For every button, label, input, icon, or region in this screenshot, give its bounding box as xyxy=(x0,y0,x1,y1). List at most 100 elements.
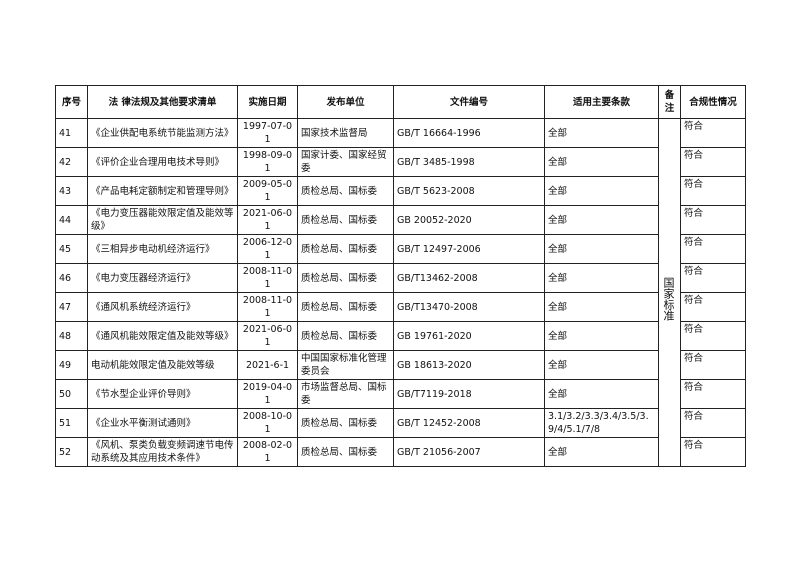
date-cell: 2021-6-1 xyxy=(237,350,298,380)
clause-cell: 全部 xyxy=(544,379,659,409)
header-cell: 法 律法规及其他要求清单 xyxy=(87,85,238,119)
header-cell: 序号 xyxy=(55,85,88,119)
seq-cell: 44 xyxy=(55,205,88,235)
seq-cell: 46 xyxy=(55,263,88,293)
publisher-cell: 市场监督总局、国标委 xyxy=(297,379,394,409)
compliance-cell: 符合 xyxy=(680,321,746,351)
publisher-cell: 质检总局、国标委 xyxy=(297,321,394,351)
code-cell: GB/T 3485-1998 xyxy=(393,147,545,177)
date-cell: 2021-06-01 xyxy=(237,205,298,235)
title-cell: 《通风机能效限定值及能效等级》 xyxy=(87,321,238,351)
clause-cell: 3.1/3.2/3.3/3.4/3.5/3.9/4/5.1/7/8 xyxy=(544,408,659,438)
table-row: 46 《电力变压器经济运行》 2008-11-01 质检总局、国标委 GB/T13462… xyxy=(55,263,746,293)
seq-cell: 43 xyxy=(55,176,88,206)
compliance-cell: 符合 xyxy=(680,437,746,467)
code-cell: GB/T 12497-2006 xyxy=(393,234,545,264)
table-row: 48 《通风机能效限定值及能效等级》 2021-06-01 质检总局、国标委 GB 19… xyxy=(55,321,746,351)
header-row: 序号法 律法规及其他要求清单 实施日期 发布单位 文件编号 适用主要条款 备注 合规性情况 xyxy=(55,85,746,119)
date-cell: 1997-07-01 xyxy=(237,118,298,148)
table-row: 43 《产品电耗定额制定和管理导则》 2009-05-01 质检总局、国标委 GB/T … xyxy=(55,176,746,206)
code-cell: GB/T 5623-2008 xyxy=(393,176,545,206)
compliance-cell: 符合 xyxy=(680,379,746,409)
seq-cell: 50 xyxy=(55,379,88,409)
clause-cell: 全部 xyxy=(544,234,659,264)
publisher-cell: 中国国家标准化管理委员会 xyxy=(297,350,394,380)
code-cell: GB 18613-2020 xyxy=(393,350,545,380)
code-cell: GB/T13462-2008 xyxy=(393,263,545,293)
table-row: 42 《评价企业合理用电技术导则》 1998-09-01 国家计委、国家经贸委 GB/T… xyxy=(55,147,746,177)
date-cell: 2008-10-01 xyxy=(237,408,298,438)
title-cell: 《三相异步电动机经济运行》 xyxy=(87,234,238,264)
title-cell: 《电力变压器经济运行》 xyxy=(87,263,238,293)
clause-cell: 全部 xyxy=(544,321,659,351)
title-cell: 《通风机系统经济运行》 xyxy=(87,292,238,322)
code-cell: GB/T 21056-2007 xyxy=(393,437,545,467)
compliance-cell: 符合 xyxy=(680,176,746,206)
compliance-cell: 符合 xyxy=(680,234,746,264)
date-cell: 2019-04-01 xyxy=(237,379,298,409)
clause-cell: 全部 xyxy=(544,205,659,235)
publisher-cell: 质检总局、国标委 xyxy=(297,205,394,235)
title-cell: 《风机、泵类负载变频调速节电传动系统及其应用技术条件》 xyxy=(87,437,238,467)
code-cell: GB/T 12452-2008 xyxy=(393,408,545,438)
compliance-cell: 符合 xyxy=(680,408,746,438)
publisher-cell: 质检总局、国标委 xyxy=(297,408,394,438)
date-cell: 2006-12-01 xyxy=(237,234,298,264)
seq-cell: 51 xyxy=(55,408,88,438)
date-cell: 2008-02-01 xyxy=(237,437,298,467)
remark-cell: 国家标准 xyxy=(658,118,681,467)
compliance-cell: 符合 xyxy=(680,263,746,293)
date-cell: 2008-11-01 xyxy=(237,292,298,322)
table-body: 41 《企业供配电系统节能监测方法》 1997-07-01 国家技术监督局 GB/T 1… xyxy=(55,118,746,467)
date-cell: 2008-11-01 xyxy=(237,263,298,293)
publisher-cell: 质检总局、国标委 xyxy=(297,176,394,206)
table-row: 50 《节水型企业评价导则》 2019-04-01 市场监督总局、国标委 GB/T711… xyxy=(55,379,746,409)
clause-cell: 全部 xyxy=(544,176,659,206)
seq-cell: 49 xyxy=(55,350,88,380)
publisher-cell: 质检总局、国标委 xyxy=(297,234,394,264)
code-cell: GB 20052-2020 xyxy=(393,205,545,235)
publisher-cell: 质检总局、国标委 xyxy=(297,437,394,467)
code-cell: GB/T7119-2018 xyxy=(393,379,545,409)
header-cell: 发布单位 xyxy=(297,85,394,119)
table-row: 47 《通风机系统经济运行》 2008-11-01 质检总局、国标委 GB/T13470… xyxy=(55,292,746,322)
code-cell: GB/T13470-2008 xyxy=(393,292,545,322)
title-cell: 《产品电耗定额制定和管理导则》 xyxy=(87,176,238,206)
title-cell: 《企业水平衡测试通则》 xyxy=(87,408,238,438)
header-cell: 文件编号 xyxy=(393,85,545,119)
compliance-cell: 符合 xyxy=(680,205,746,235)
header-cell: 实施日期 xyxy=(237,85,298,119)
clause-cell: 全部 xyxy=(544,263,659,293)
date-cell: 1998-09-01 xyxy=(237,147,298,177)
compliance-cell: 符合 xyxy=(680,350,746,380)
clause-cell: 全部 xyxy=(544,292,659,322)
clause-cell: 全部 xyxy=(544,350,659,380)
table-row: 51 《企业水平衡测试通则》 2008-10-01 质检总局、国标委 GB/T 1245… xyxy=(55,408,746,438)
table-row: 45 《三相异步电动机经济运行》 2006-12-01 质检总局、国标委 GB/T 12… xyxy=(55,234,746,264)
regulation-table: 序号法 律法规及其他要求清单 实施日期 发布单位 文件编号 适用主要条款 备注 合规性情况 … xyxy=(55,85,746,467)
compliance-cell: 符合 xyxy=(680,147,746,177)
seq-cell: 42 xyxy=(55,147,88,177)
title-cell: 《企业供配电系统节能监测方法》 xyxy=(87,118,238,148)
table-row: 49 电动机能效限定值及能效等级 2021-6-1 中国国家标准化管理委员会 GB 18… xyxy=(55,350,746,380)
title-cell: 《电力变压器能效限定值及能效等级》 xyxy=(87,205,238,235)
code-cell: GB/T 16664-1996 xyxy=(393,118,545,148)
publisher-cell: 质检总局、国标委 xyxy=(297,263,394,293)
publisher-cell: 国家技术监督局 xyxy=(297,118,394,148)
publisher-cell: 国家计委、国家经贸委 xyxy=(297,147,394,177)
compliance-cell: 符合 xyxy=(680,292,746,322)
table-row: 41 《企业供配电系统节能监测方法》 1997-07-01 国家技术监督局 GB/T 1… xyxy=(55,118,746,467)
table-row: 52 《风机、泵类负载变频调速节电传动系统及其应用技术条件》 2008-02-01 质… xyxy=(55,437,746,467)
title-cell: 《节水型企业评价导则》 xyxy=(87,379,238,409)
header-cell: 备注 xyxy=(658,85,681,119)
publisher-cell: 质检总局、国标委 xyxy=(297,292,394,322)
clause-cell: 全部 xyxy=(544,437,659,467)
header-cell: 适用主要条款 xyxy=(544,85,659,119)
clause-cell: 全部 xyxy=(544,147,659,177)
clause-cell: 全部 xyxy=(544,118,659,148)
code-cell: GB 19761-2020 xyxy=(393,321,545,351)
seq-cell: 41 xyxy=(55,118,88,148)
date-cell: 2021-06-01 xyxy=(237,321,298,351)
seq-cell: 52 xyxy=(55,437,88,467)
